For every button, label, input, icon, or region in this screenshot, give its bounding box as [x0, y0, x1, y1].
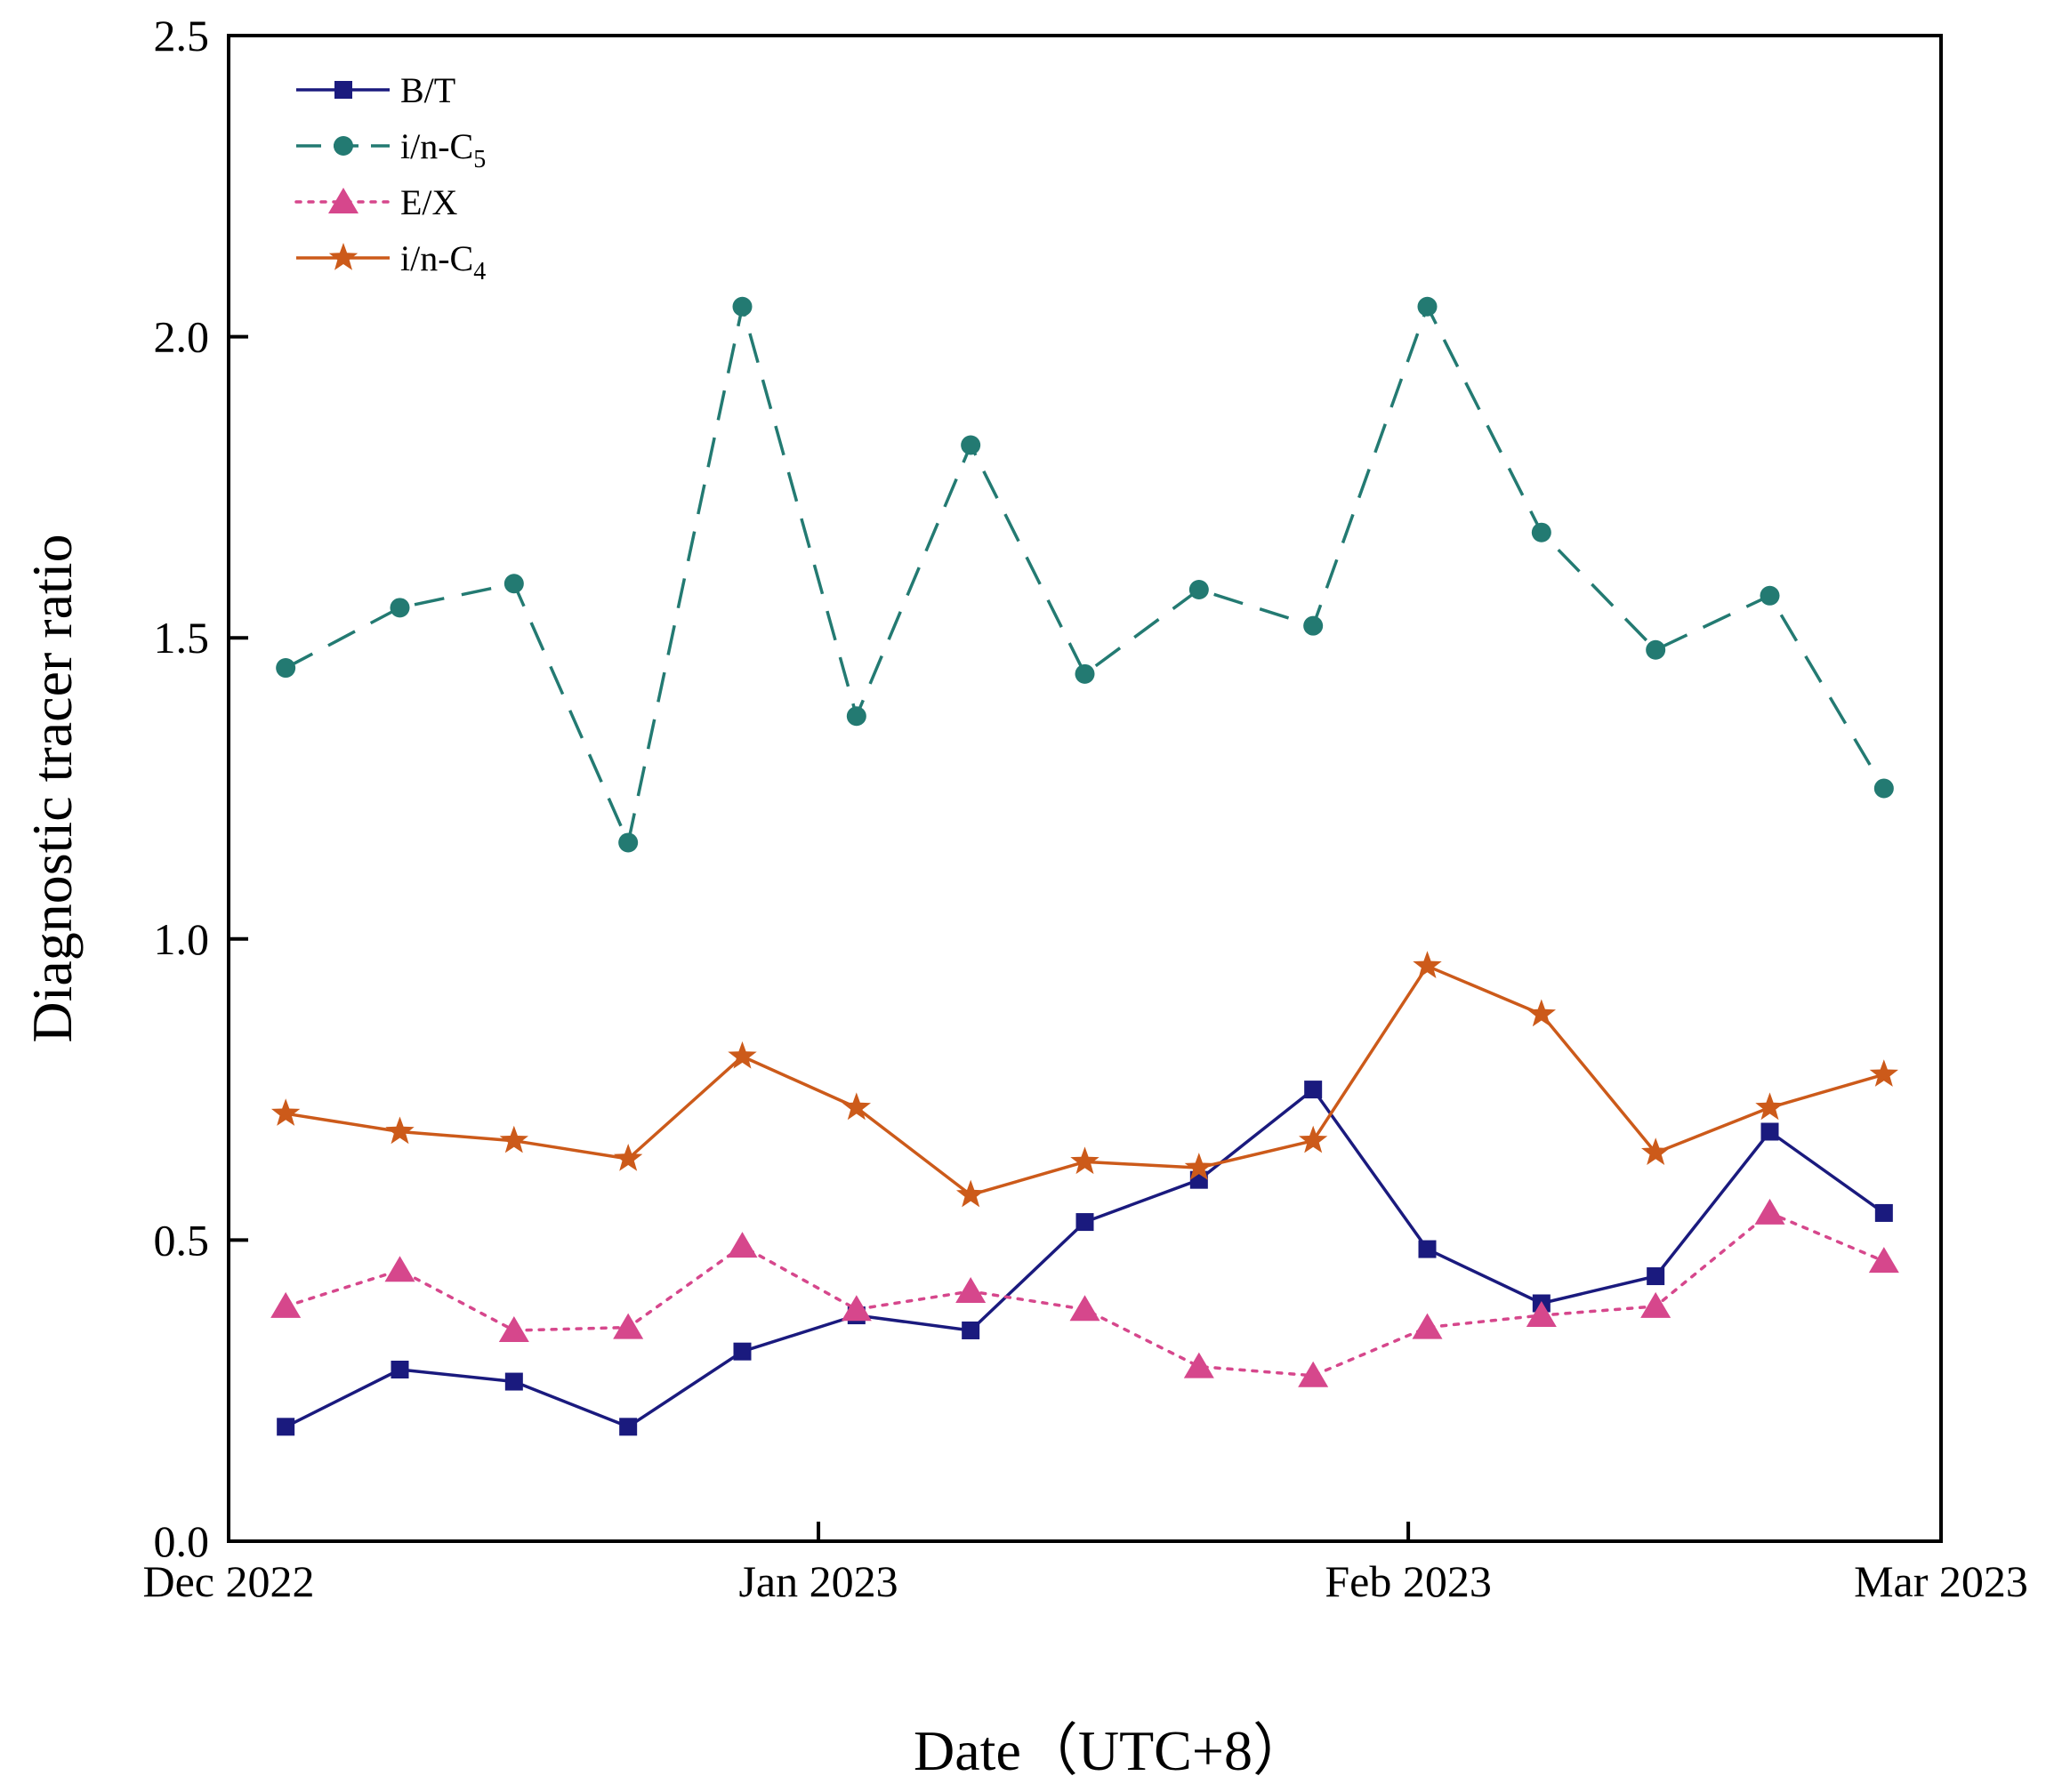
data-point-i-n-c4: [614, 1144, 643, 1171]
data-point-i-n-c4: [1641, 1137, 1671, 1165]
data-point-e-x: [1183, 1352, 1214, 1378]
data-point-b-t: [1874, 1203, 1893, 1222]
data-point-e-x: [270, 1291, 302, 1318]
data-point-b-t: [619, 1418, 638, 1436]
data-point-b-t: [962, 1321, 980, 1339]
legend-marker-e-x: [328, 188, 358, 213]
x-tick-label: Feb 2023: [1325, 1556, 1492, 1606]
data-point-i-n-c4: [1184, 1153, 1213, 1180]
plot-area-frame: [227, 34, 1943, 1543]
legend-entry-b-t: B/T: [296, 70, 455, 110]
x-tick-label: Dec 2022: [143, 1556, 315, 1606]
legend-label-e-x: E/X: [400, 182, 458, 222]
data-point-b-t: [1418, 1240, 1437, 1258]
data-point-i-n-c4: [1526, 999, 1556, 1027]
data-point-b-t: [277, 1418, 295, 1436]
legend-entry-i-n-c5: i/n-C5: [296, 126, 486, 173]
x-axis-title: Date（UTC+8）: [914, 1719, 1309, 1782]
data-point-i-n-c5: [1417, 296, 1438, 317]
data-point-i-n-c5: [390, 598, 410, 618]
data-point-i-n-c5: [1531, 522, 1551, 542]
data-point-i-n-c4: [499, 1125, 528, 1153]
data-point-e-x: [1526, 1301, 1557, 1328]
series-b-t: [277, 1081, 1893, 1436]
series-line-e-x: [284, 1211, 1886, 1378]
legend-entry-e-x: E/X: [294, 182, 458, 222]
data-point-e-x: [1412, 1313, 1443, 1339]
data-point-e-x: [1868, 1247, 1899, 1274]
data-point-i-n-c5: [618, 832, 639, 853]
legend-marker-i-n-c5: [334, 136, 353, 156]
legend-marker-b-t: [334, 81, 352, 99]
data-point-i-n-c5: [1760, 585, 1780, 606]
data-point-i-n-c4: [1070, 1146, 1100, 1175]
data-point-i-n-c4: [1869, 1059, 1898, 1087]
legend-label-b-t: B/T: [400, 70, 455, 110]
chart-marks: [270, 296, 1899, 1436]
data-point-i-n-c4: [1299, 1125, 1328, 1153]
data-point-i-n-c4: [1413, 951, 1442, 978]
y-tick-label: 2.5: [154, 11, 210, 60]
legend-entry-i-n-c4: i/n-C4: [296, 238, 486, 285]
series-i-n-c4: [271, 951, 1898, 1208]
data-point-b-t: [391, 1360, 409, 1378]
data-point-i-n-c4: [728, 1041, 757, 1069]
legend-label-i-n-c5: i/n-C5: [400, 126, 486, 173]
series-i-n-c5: [276, 296, 1894, 853]
y-tick-label: 2.0: [154, 312, 210, 362]
legend-label-text: i/n-C: [400, 126, 473, 166]
data-point-e-x: [613, 1313, 644, 1339]
data-point-i-n-c5: [1075, 663, 1095, 684]
data-point-i-n-c5: [1873, 778, 1894, 799]
data-point-e-x: [1754, 1198, 1785, 1225]
data-point-i-n-c5: [1188, 580, 1209, 600]
data-point-i-n-c4: [956, 1179, 986, 1208]
data-point-i-n-c4: [385, 1116, 415, 1145]
legend-label-text: E/X: [400, 182, 458, 222]
x-tick-label: Jan 2023: [738, 1556, 898, 1606]
x-tick-label: Mar 2023: [1854, 1556, 2028, 1606]
data-point-i-n-c4: [842, 1092, 871, 1121]
data-point-e-x: [384, 1256, 415, 1282]
legend-label-subscript: 5: [473, 146, 486, 173]
y-tick-label: 0.5: [154, 1215, 210, 1265]
data-point-b-t: [733, 1342, 752, 1361]
data-point-i-n-c5: [732, 296, 753, 317]
y-tick-label: 1.5: [154, 613, 210, 663]
legend: B/Ti/n-C5E/Xi/n-C4: [294, 70, 486, 285]
data-point-b-t: [1647, 1267, 1665, 1286]
y-tick-label: 1.0: [154, 914, 210, 964]
data-point-i-n-c5: [961, 435, 981, 455]
series-line-i-n-c5: [285, 304, 1886, 845]
data-point-e-x: [955, 1276, 987, 1303]
data-point-e-x: [498, 1315, 529, 1342]
data-point-e-x: [727, 1232, 758, 1258]
y-tick-label: 0.0: [154, 1516, 210, 1566]
data-point-i-n-c4: [271, 1098, 301, 1126]
data-point-e-x: [1640, 1291, 1671, 1318]
data-point-i-n-c5: [1303, 615, 1324, 636]
data-point-i-n-c5: [846, 706, 866, 727]
data-point-b-t: [504, 1372, 523, 1391]
data-point-b-t: [1075, 1213, 1094, 1232]
data-point-i-n-c5: [503, 574, 524, 594]
data-point-i-n-c5: [276, 658, 296, 679]
legend-marker-i-n-c4: [328, 243, 358, 270]
legend-label-subscript: 4: [473, 258, 486, 285]
data-point-e-x: [1298, 1361, 1329, 1387]
legend-label-i-n-c4: i/n-C4: [400, 238, 486, 285]
data-point-i-n-c5: [1646, 639, 1666, 660]
data-point-b-t: [1760, 1122, 1779, 1141]
data-point-i-n-c4: [1755, 1092, 1784, 1121]
series-e-x: [270, 1198, 1899, 1387]
axes: 0.0 0.5 1.0 1.5 2.0 2.5 Dec 2022 Jan 2023 Feb 20…: [143, 11, 2028, 1606]
y-axis-title: Diagnostic tracer ratio: [20, 534, 84, 1042]
data-point-e-x: [1069, 1295, 1100, 1322]
legend-label-text: i/n-C: [400, 238, 473, 278]
data-point-b-t: [1304, 1081, 1323, 1099]
data-point-e-x: [841, 1295, 872, 1322]
legend-label-text: B/T: [400, 70, 455, 110]
